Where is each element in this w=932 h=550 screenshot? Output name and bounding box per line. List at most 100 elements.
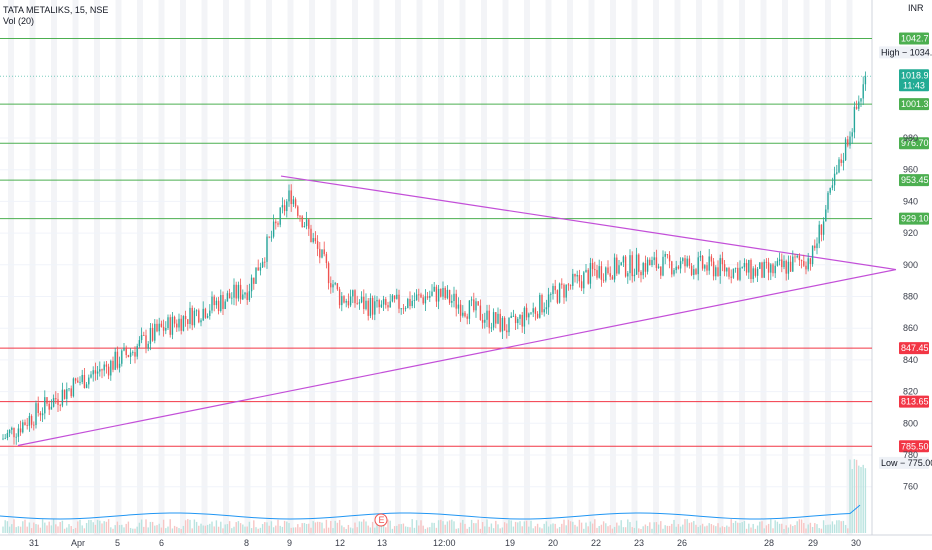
volume-bar — [356, 527, 358, 533]
volume-bar — [314, 522, 317, 533]
volume-bar — [849, 459, 851, 533]
volume-bar — [11, 524, 13, 533]
volume-bar — [233, 526, 235, 533]
price-axis[interactable]: 760 780 800 820 840 860 880 900 920 940 960 980 — [903, 133, 918, 492]
volume-bar — [244, 526, 246, 533]
volume-bar — [552, 523, 554, 533]
volume-bar — [19, 526, 22, 533]
volume-bar — [378, 526, 380, 533]
candle-body — [418, 294, 420, 296]
candle-body — [827, 192, 829, 210]
candle-body — [763, 261, 765, 278]
volume-bar — [470, 519, 473, 533]
candle-body — [838, 159, 840, 173]
candle-body — [389, 301, 391, 308]
volume-bar — [523, 521, 526, 533]
volume-bar — [778, 523, 781, 533]
currency-label[interactable]: INR — [908, 3, 924, 13]
volume-bar — [92, 522, 94, 533]
volume-bar — [468, 526, 471, 533]
volume-bar — [501, 527, 504, 533]
volume-bar — [235, 522, 237, 533]
candle-body — [165, 328, 167, 331]
candle-body — [798, 255, 801, 261]
candle-body — [127, 355, 130, 357]
volume-bar — [585, 522, 587, 533]
candle-body — [239, 284, 242, 300]
price-tick-label: 760 — [903, 482, 918, 492]
volume-bar — [444, 524, 446, 533]
volume-bar — [704, 526, 706, 533]
volume-bar — [323, 528, 325, 533]
volume-bar — [717, 523, 719, 533]
candle-body — [224, 301, 226, 310]
volume-bar — [486, 519, 488, 533]
candle-body — [301, 216, 303, 228]
price-tick-label: 820 — [903, 387, 918, 397]
volume-bar — [763, 528, 765, 533]
candle-body — [345, 300, 347, 303]
volume-bar — [327, 527, 330, 533]
candle-body — [4, 437, 6, 439]
candle-body — [765, 261, 768, 263]
volume-bar — [836, 520, 838, 533]
volume-bar — [510, 520, 512, 533]
candle-body — [475, 301, 477, 311]
earnings-marker[interactable]: E — [374, 513, 388, 527]
candle-body — [446, 289, 449, 299]
volume-bar — [4, 520, 6, 533]
volume-bar — [33, 522, 35, 533]
candle-body — [396, 294, 398, 299]
volume-bar — [506, 523, 508, 533]
volume-bar — [242, 524, 244, 533]
candle-body — [829, 187, 831, 193]
candle-body — [169, 317, 171, 335]
candle-body — [191, 307, 193, 326]
volume-bar — [550, 524, 552, 533]
volume-bar — [147, 527, 149, 533]
volume-bar — [158, 523, 160, 533]
volume-bar — [338, 519, 341, 533]
candle-body — [745, 262, 748, 273]
candle-body — [334, 283, 336, 285]
volume-bar — [63, 528, 66, 533]
volume-bar — [123, 527, 125, 533]
candle-body — [499, 313, 501, 332]
candle-body — [68, 388, 70, 390]
candle-body — [85, 384, 88, 388]
volume-bar — [783, 528, 785, 533]
candle-body — [787, 261, 790, 274]
candle-body — [712, 261, 715, 277]
grid-band — [481, 0, 487, 535]
volume-bar — [213, 526, 215, 533]
candle-body — [635, 254, 638, 275]
volume-bar — [838, 520, 840, 533]
volume-bar — [156, 525, 158, 533]
candle-body — [774, 265, 776, 274]
candle-body — [378, 300, 380, 308]
volume-bar — [508, 520, 510, 533]
volume-bar — [270, 521, 273, 533]
candle-body — [409, 298, 411, 307]
volume-bar — [385, 527, 387, 533]
candle-body — [609, 273, 611, 277]
volume-bar — [831, 521, 834, 533]
support-level-tag-label: 847.45 — [901, 343, 929, 353]
candle-body — [466, 316, 468, 319]
candle-body — [558, 283, 561, 303]
candle-body — [283, 205, 286, 212]
volume-bar — [26, 526, 28, 533]
candle-body — [484, 319, 486, 323]
grid-band — [8, 0, 14, 535]
resistance-level-tag-label: 1042.75 — [901, 34, 932, 44]
volume-bar — [17, 526, 20, 533]
volume-bar — [453, 521, 455, 533]
time-axis[interactable]: 31 Apr 5 6 8 9 12 13 12:00 19 20 22 23 26 28 29 30 — [29, 538, 861, 548]
candle-body — [759, 262, 761, 269]
candle-body — [288, 190, 290, 202]
candle-body — [734, 267, 737, 269]
candle-body — [360, 296, 363, 303]
candle-body — [591, 263, 594, 270]
volume-bar — [422, 525, 424, 533]
